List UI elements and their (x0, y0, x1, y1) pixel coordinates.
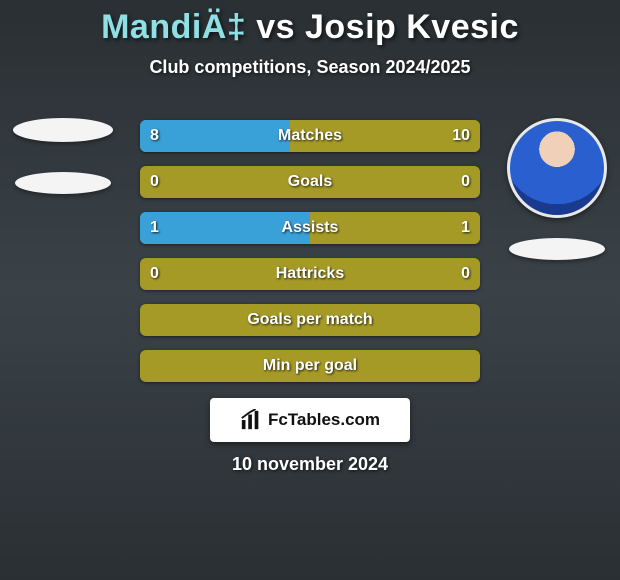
player-left (8, 118, 118, 194)
stat-label: Goals per match (140, 304, 480, 336)
stat-row: Min per goal (140, 350, 480, 382)
vs-text: vs (246, 8, 305, 46)
player-right (502, 118, 612, 260)
player1-name-pellet (15, 172, 111, 194)
page-title: MandiÄ‡ vs Josip Kvesic (0, 0, 620, 47)
stat-row: 11Assists (140, 212, 480, 244)
stat-label: Goals (140, 166, 480, 198)
player1-name: MandiÄ‡ (101, 8, 246, 46)
stat-label: Assists (140, 212, 480, 244)
stat-row: 00Goals (140, 166, 480, 198)
player2-name: Josip Kvesic (305, 8, 519, 46)
stat-label: Hattricks (140, 258, 480, 290)
bars-icon (240, 409, 262, 431)
stat-label: Min per goal (140, 350, 480, 382)
stat-label: Matches (140, 120, 480, 152)
date-text: 10 november 2024 (0, 454, 620, 475)
logo-text: FcTables.com (268, 410, 380, 430)
stats-table: 810Matches 00Goals 11Assists 00Hattricks Goa… (140, 120, 480, 396)
player2-name-pellet (509, 238, 605, 260)
logo-box[interactable]: FcTables.com (210, 398, 410, 442)
stat-row: 00Hattricks (140, 258, 480, 290)
player2-avatar (507, 118, 607, 218)
player1-avatar-placeholder (13, 118, 113, 142)
subtitle: Club competitions, Season 2024/2025 (0, 57, 620, 78)
stat-row: Goals per match (140, 304, 480, 336)
stat-row: 810Matches (140, 120, 480, 152)
comparison-card: MandiÄ‡ vs Josip Kvesic Club competition… (0, 0, 620, 580)
